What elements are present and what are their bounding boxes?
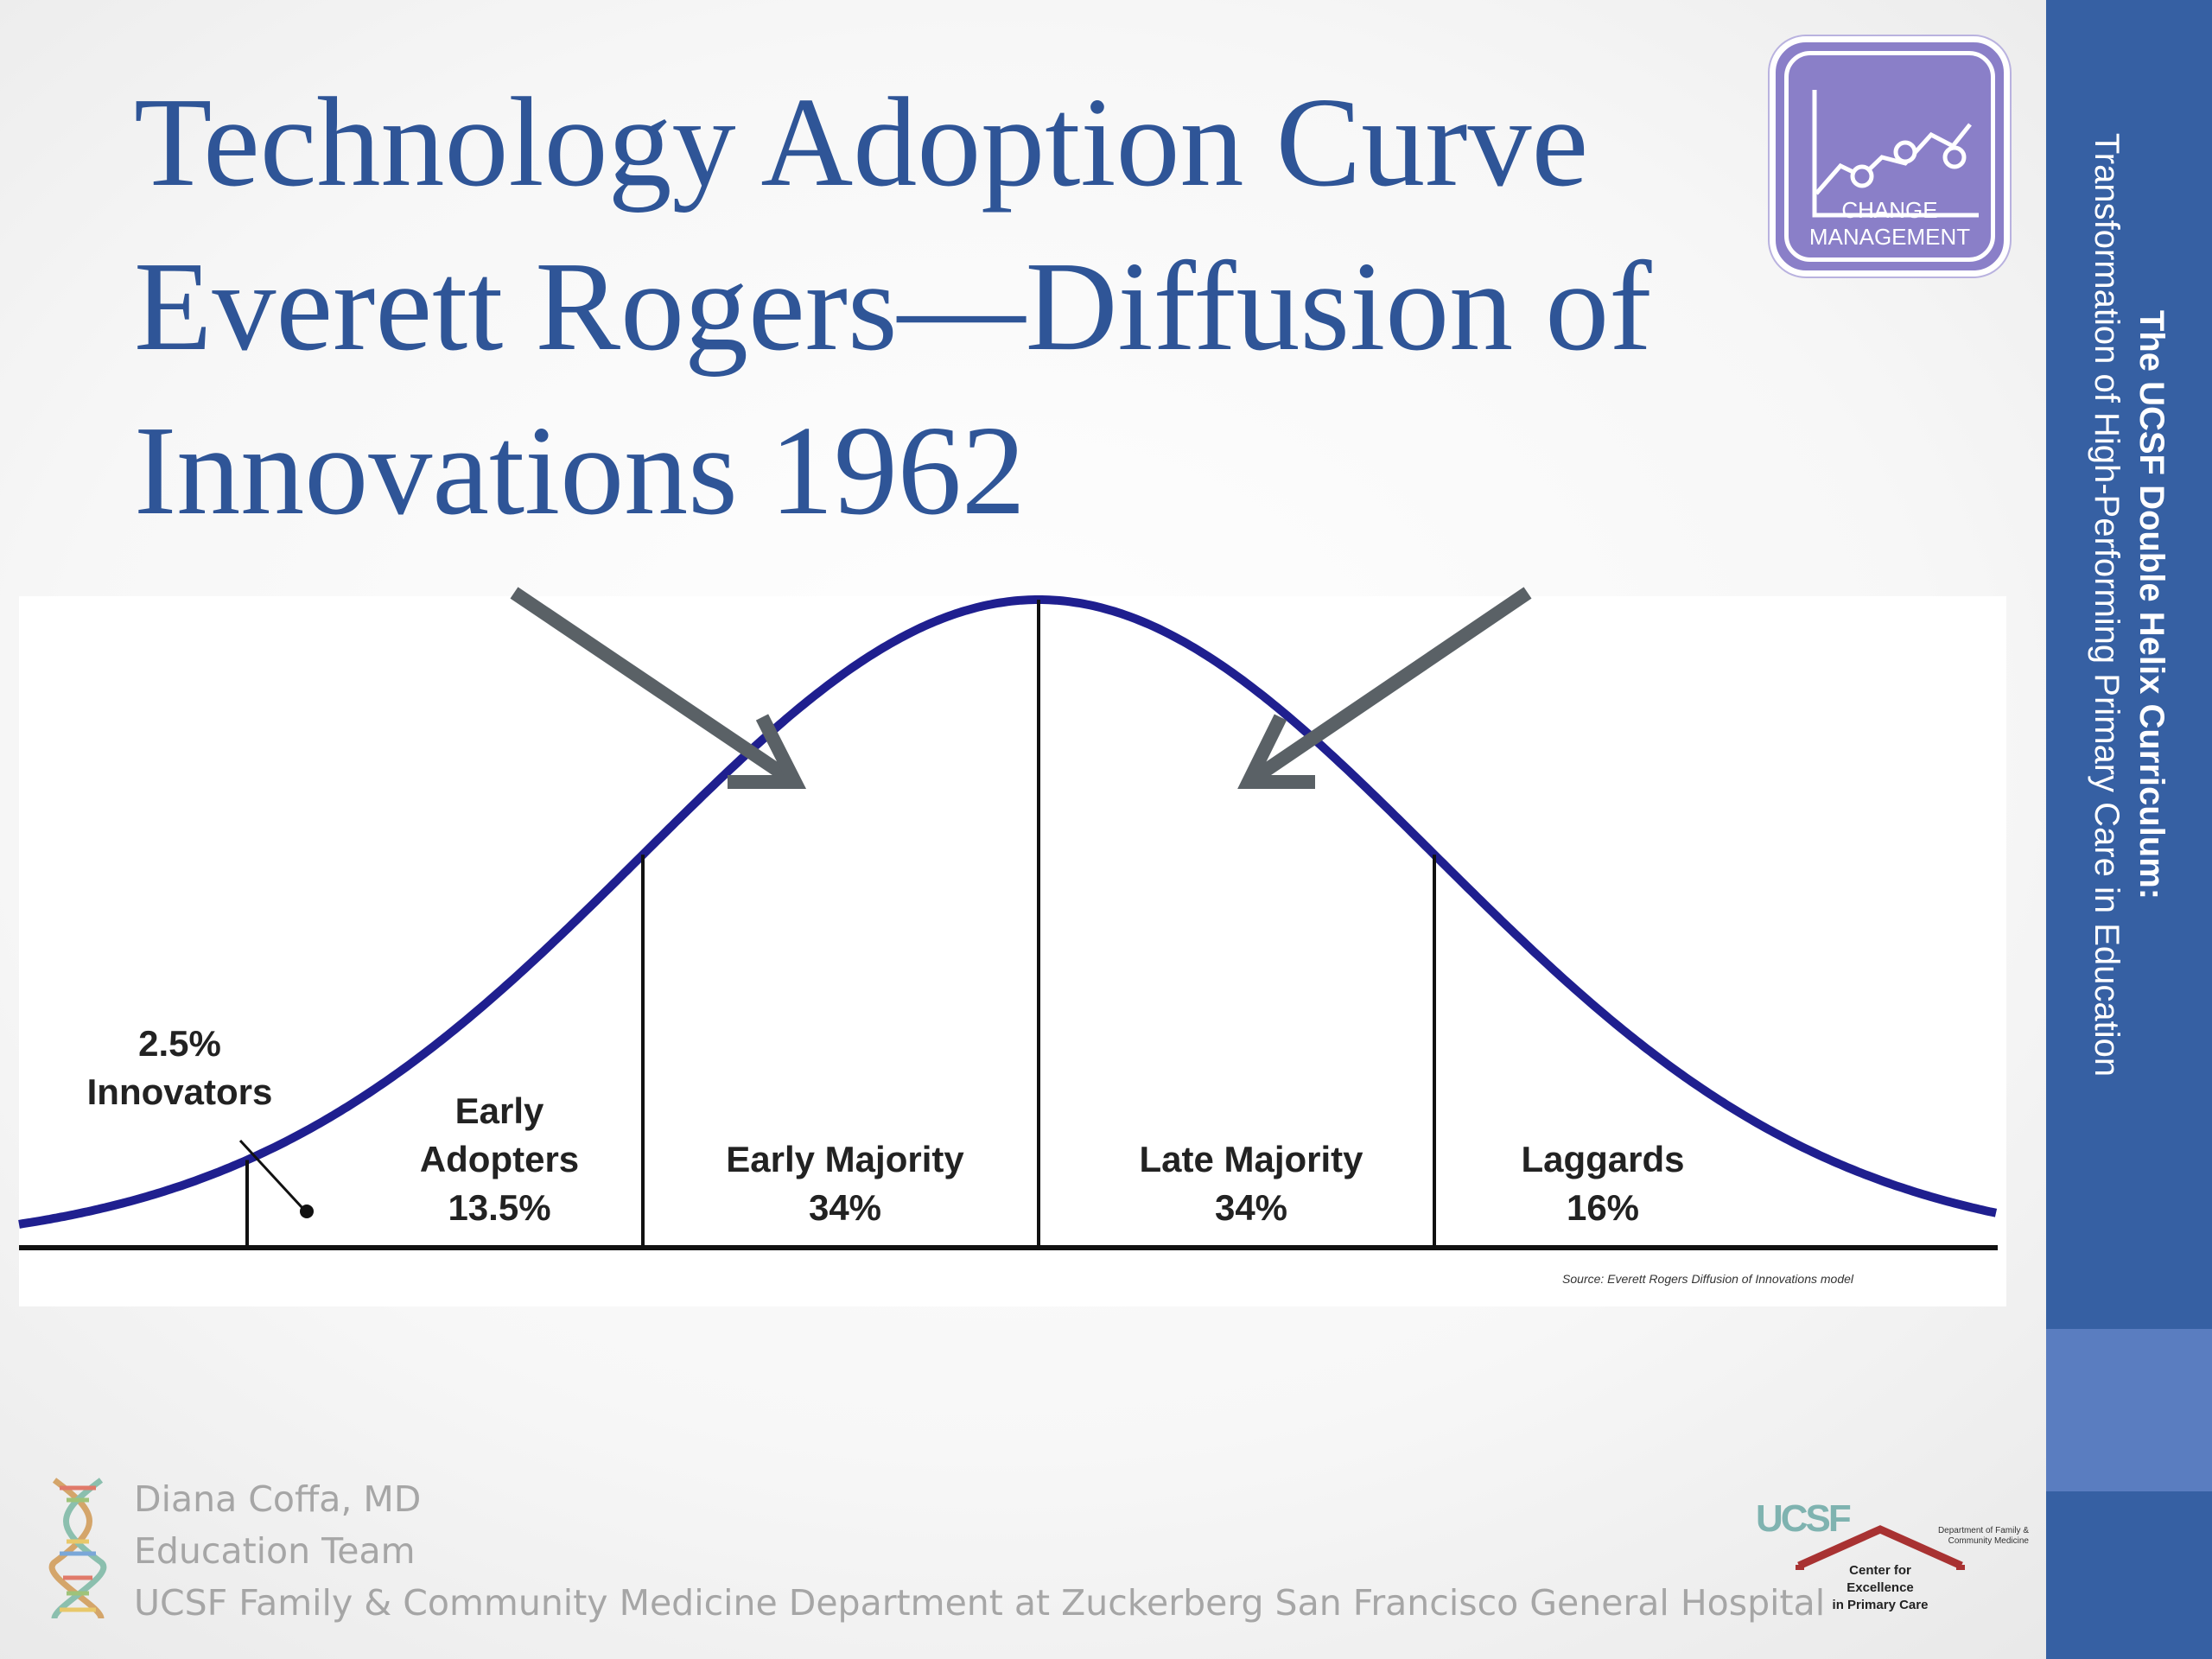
early-adopters-label-1: Early (455, 1090, 544, 1131)
ucsf-center-logo: UCSF Department of Family & Community Me… (1756, 1497, 2030, 1612)
title-line-2: Everett Rogers—Diffusion of (134, 236, 1652, 378)
innovators-percent: 2.5% (138, 1023, 221, 1064)
badge-frame: CHANGE MANAGEMENT (1784, 51, 1995, 262)
badge-label: CHANGE MANAGEMENT (1789, 197, 1991, 251)
innovators-pointer (238, 1139, 304, 1210)
house-roof-icon (1797, 1525, 1963, 1570)
ucsf-wordmark: UCSF (1756, 1497, 1851, 1540)
early-adopters-label-2: Adopters (420, 1139, 579, 1179)
late-majority-percent: 34% (1215, 1187, 1287, 1228)
center-line-3: in Primary Care (1833, 1598, 1929, 1612)
segment-dividers (245, 600, 1436, 1248)
center-line-2: Excellence (1847, 1580, 1914, 1595)
left-arrow-icon (510, 587, 807, 789)
innovators-label: Innovators (87, 1071, 273, 1112)
slide-title: Technology Adoption Curve Everett Rogers… (134, 60, 1776, 553)
footer-department: UCSF Family & Community Medicine Departm… (134, 1582, 1826, 1624)
right-arrow-icon (1237, 587, 1532, 789)
late-majority-label: Late Majority (1139, 1139, 1363, 1179)
adoption-chart-panel (19, 596, 2006, 1306)
laggards-percent: 16% (1567, 1187, 1639, 1228)
footer-credits: Diana Coffa, MD Education Team UCSF Fami… (134, 1473, 1825, 1629)
source-note: Source: Everett Rogers Diffusion of Inno… (1562, 1272, 1854, 1286)
dna-helix-icon (48, 1478, 107, 1620)
title-line-3: Innovations 1962 (134, 400, 1026, 542)
sidebar-accent-block (2046, 1329, 2212, 1491)
bell-curve (18, 595, 1998, 1229)
change-management-badge: CHANGE MANAGEMENT (1770, 36, 2010, 276)
badge-line-2: MANAGEMENT (1808, 224, 1971, 250)
early-adopters-percent: 13.5% (448, 1187, 550, 1228)
early-majority-percent: 34% (809, 1187, 881, 1228)
early-majority-label: Early Majority (726, 1139, 964, 1179)
title-line-1: Technology Adoption Curve (134, 72, 1589, 213)
center-line-1: Center for (1849, 1563, 1911, 1578)
footer-author: Diana Coffa, MD (134, 1478, 422, 1520)
badge-line-1: CHANGE (1841, 197, 1938, 223)
dept-line-2: Community Medicine (1948, 1536, 2030, 1546)
innovators-pointer-dot (300, 1205, 314, 1218)
laggards-label: Laggards (1521, 1139, 1684, 1179)
footer-team: Education Team (134, 1530, 416, 1572)
sidebar: The UCSF Double Helix Curriculum: Transf… (2046, 0, 2212, 1659)
dept-line-1: Department of Family & (1938, 1526, 2029, 1535)
line-chart-icon (1812, 90, 1979, 218)
